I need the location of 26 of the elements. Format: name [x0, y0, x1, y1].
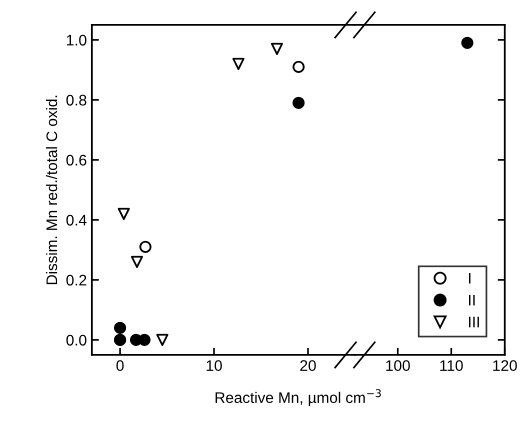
legend-label: II — [469, 294, 475, 306]
x-tick-label: 20 — [300, 360, 316, 371]
point — [114, 322, 126, 334]
legend-label: I — [469, 273, 470, 284]
y-tick-label: 0.2 — [66, 274, 86, 286]
legend-label: III — [469, 316, 479, 328]
x-tick-label: 100 — [386, 360, 410, 371]
point — [292, 60, 305, 73]
y-tick-label: 0.0 — [66, 334, 86, 346]
y-tick-label: 0.4 — [66, 214, 87, 226]
x-tick-label: 110 — [440, 360, 463, 371]
point — [232, 58, 245, 70]
point — [270, 42, 284, 55]
point — [292, 96, 305, 109]
point — [130, 256, 144, 268]
x-tick-label: 10 — [206, 360, 222, 371]
y-tick-label: 0.8 — [66, 94, 86, 106]
x-axis-title: Reactive Mn, µmol cm$^{−3}$ — [216, 389, 381, 406]
y-axis-title: Dissim. Mn red./total C oxid. — [46, 96, 58, 284]
point — [118, 208, 130, 220]
point — [139, 240, 152, 253]
point — [156, 334, 168, 346]
y-tick-label: 1.0 — [66, 34, 86, 46]
x-tick-label: 0 — [116, 360, 124, 371]
y-tick-label: 0.6 — [66, 154, 86, 166]
x-tick-label: 120 — [493, 360, 517, 371]
